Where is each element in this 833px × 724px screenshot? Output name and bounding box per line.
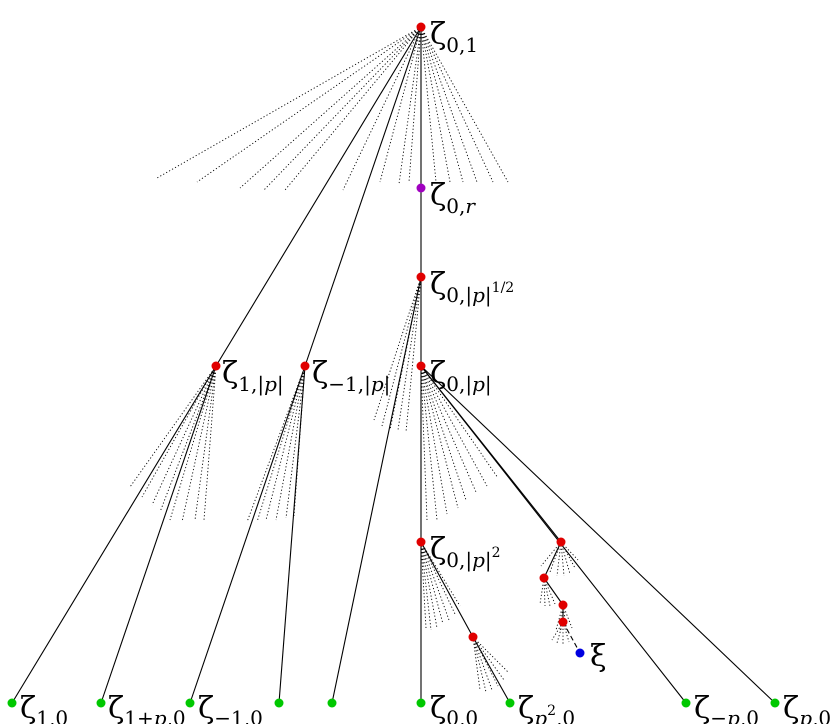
edge-z1p-z1p0 xyxy=(100,365,217,704)
label-xi: ξ xyxy=(590,639,607,674)
label-z0p: ζ0,|p| xyxy=(430,356,492,397)
label-z01: ζ0,1 xyxy=(430,17,478,57)
fan-z0h xyxy=(373,276,422,433)
label-z00: ζ0,0 xyxy=(430,691,478,724)
node-z0h[interactable] xyxy=(416,272,426,282)
node-z01[interactable] xyxy=(416,22,426,32)
label-z1p0: ζ1+p,0 xyxy=(108,691,186,724)
edge-z0p2-red-b xyxy=(420,541,474,638)
edge-zm1p-zm10 xyxy=(189,365,306,704)
label-zm1p: ζ−1,|p| xyxy=(312,356,390,397)
fan-z1p xyxy=(129,365,217,523)
label-zp0: ζp,0 xyxy=(783,691,831,724)
node-zmp0[interactable] xyxy=(681,698,691,708)
node-zp0[interactable] xyxy=(770,698,780,708)
fan-z01 xyxy=(156,26,509,191)
label-zmp0: ζ−p,0 xyxy=(694,691,759,724)
node-labels: ζ0,1 ζ0,r ζ0,|p|1/2 ζ1,|p| ζ−1,|p| ζ0,|p… xyxy=(20,17,831,724)
node-green-b[interactable] xyxy=(327,698,337,708)
edge-z0p-red-a xyxy=(420,365,562,543)
node-z0p[interactable] xyxy=(416,361,426,371)
node-xi[interactable] xyxy=(575,648,585,658)
edge-red-b-zp20 xyxy=(472,636,511,704)
node-z10[interactable] xyxy=(7,698,17,708)
fan-z0p xyxy=(420,365,499,521)
label-zp20: ζp2,0 xyxy=(518,691,575,724)
label-z1p: ζ1,|p| xyxy=(222,356,284,397)
node-red-b[interactable] xyxy=(468,632,478,642)
node-z0p2[interactable] xyxy=(416,537,426,547)
node-z1p[interactable] xyxy=(211,361,221,371)
node-zp20[interactable] xyxy=(505,698,515,708)
edge-red-a-red-c xyxy=(543,541,562,579)
edge-red-e-xi xyxy=(562,621,581,654)
edge-zm1p-green xyxy=(278,365,306,704)
edge-red-c-red-d xyxy=(543,577,564,606)
node-green-a[interactable] xyxy=(274,698,284,708)
node-red-c[interactable] xyxy=(539,573,549,583)
node-zm10[interactable] xyxy=(185,698,195,708)
node-red-e[interactable] xyxy=(558,617,568,627)
node-z00[interactable] xyxy=(416,698,426,708)
edge-z1p-z10 xyxy=(11,365,217,704)
tree-nodes xyxy=(7,22,780,708)
node-red-d[interactable] xyxy=(558,600,568,610)
label-z0p2: ζ0,|p|2 xyxy=(430,532,501,573)
fan-z0p2 xyxy=(420,541,461,631)
edge-z01-zm1p xyxy=(304,26,422,367)
label-z0r: ζ0,r xyxy=(430,178,476,218)
label-z10: ζ1,0 xyxy=(20,691,68,724)
node-zm1p[interactable] xyxy=(300,361,310,371)
node-red-a[interactable] xyxy=(556,537,566,547)
node-z0r[interactable] xyxy=(416,183,426,193)
fan-red-b xyxy=(472,636,509,693)
node-z1p0[interactable] xyxy=(96,698,106,708)
edge-z0p-zp0 xyxy=(420,365,776,704)
fan-zm1p xyxy=(246,365,306,523)
edge-z01-z1p xyxy=(215,26,422,367)
label-z0h: ζ0,|p|1/2 xyxy=(430,267,514,308)
label-zm10: ζ−1,0 xyxy=(198,691,263,724)
tree-edges xyxy=(11,26,776,704)
